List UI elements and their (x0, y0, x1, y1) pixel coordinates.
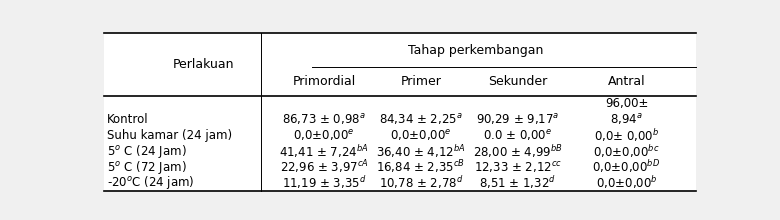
Text: 8,94$^{a}$: 8,94$^{a}$ (610, 112, 643, 127)
Text: 22,96 ± 3,97$^{cA}$: 22,96 ± 3,97$^{cA}$ (280, 158, 369, 176)
Text: -20$^{o}$C (24 jam): -20$^{o}$C (24 jam) (107, 174, 194, 191)
Text: 16,84 ± 2,35$^{cB}$: 16,84 ± 2,35$^{cB}$ (377, 158, 466, 176)
Text: 11,19 ± 3,35$^{d}$: 11,19 ± 3,35$^{d}$ (282, 174, 367, 191)
FancyBboxPatch shape (104, 33, 696, 191)
Text: 96,00±: 96,00± (604, 97, 648, 110)
Text: Primer: Primer (400, 75, 441, 88)
Text: Antral: Antral (608, 75, 645, 88)
Text: 36,40 ± 4,12$^{bA}$: 36,40 ± 4,12$^{bA}$ (376, 143, 466, 160)
Text: Sekunder: Sekunder (488, 75, 548, 88)
Text: 28,00 ± 4,99$^{bB}$: 28,00 ± 4,99$^{bB}$ (473, 143, 562, 160)
Text: 10,78 ± 2,78$^{d}$: 10,78 ± 2,78$^{d}$ (378, 174, 463, 191)
Text: 90,29 ± 9,17$^{a}$: 90,29 ± 9,17$^{a}$ (476, 112, 559, 127)
Text: 0,0± 0,00$^{b}$: 0,0± 0,00$^{b}$ (594, 127, 659, 144)
Text: 0,0±0,00$^{bc}$: 0,0±0,00$^{bc}$ (594, 143, 660, 160)
Text: Tahap perkembangan: Tahap perkembangan (408, 44, 543, 57)
Text: 0,0±0,00$^{bD}$: 0,0±0,00$^{bD}$ (593, 159, 661, 176)
Text: 0,0±0,00$^{e}$: 0,0±0,00$^{e}$ (390, 128, 452, 143)
Text: Perlakuan: Perlakuan (172, 58, 234, 71)
Text: 8,51 ± 1,32$^{d}$: 8,51 ± 1,32$^{d}$ (479, 174, 556, 191)
Text: Suhu kamar (24 jam): Suhu kamar (24 jam) (107, 129, 232, 142)
Text: 0.0 ± 0,00$^{e}$: 0.0 ± 0,00$^{e}$ (483, 128, 552, 143)
Text: 5$^{o}$ C (72 Jam): 5$^{o}$ C (72 Jam) (107, 158, 186, 176)
Text: 41,41 ± 7,24$^{bA}$: 41,41 ± 7,24$^{bA}$ (279, 143, 369, 160)
Text: Kontrol: Kontrol (107, 113, 148, 126)
Text: 0,0±0,00$^{b}$: 0,0±0,00$^{b}$ (596, 174, 658, 191)
Text: 5$^{o}$ C (24 Jam): 5$^{o}$ C (24 Jam) (107, 143, 186, 160)
Text: 0,0±0,00$^{e}$: 0,0±0,00$^{e}$ (293, 128, 355, 143)
Text: 12,33 ± 2,12$^{cc}$: 12,33 ± 2,12$^{cc}$ (473, 160, 562, 174)
Text: Primordial: Primordial (292, 75, 356, 88)
Text: 84,34 ± 2,25$^{a}$: 84,34 ± 2,25$^{a}$ (379, 112, 463, 127)
Text: 86,73 ± 0,98$^{a}$: 86,73 ± 0,98$^{a}$ (282, 112, 366, 127)
